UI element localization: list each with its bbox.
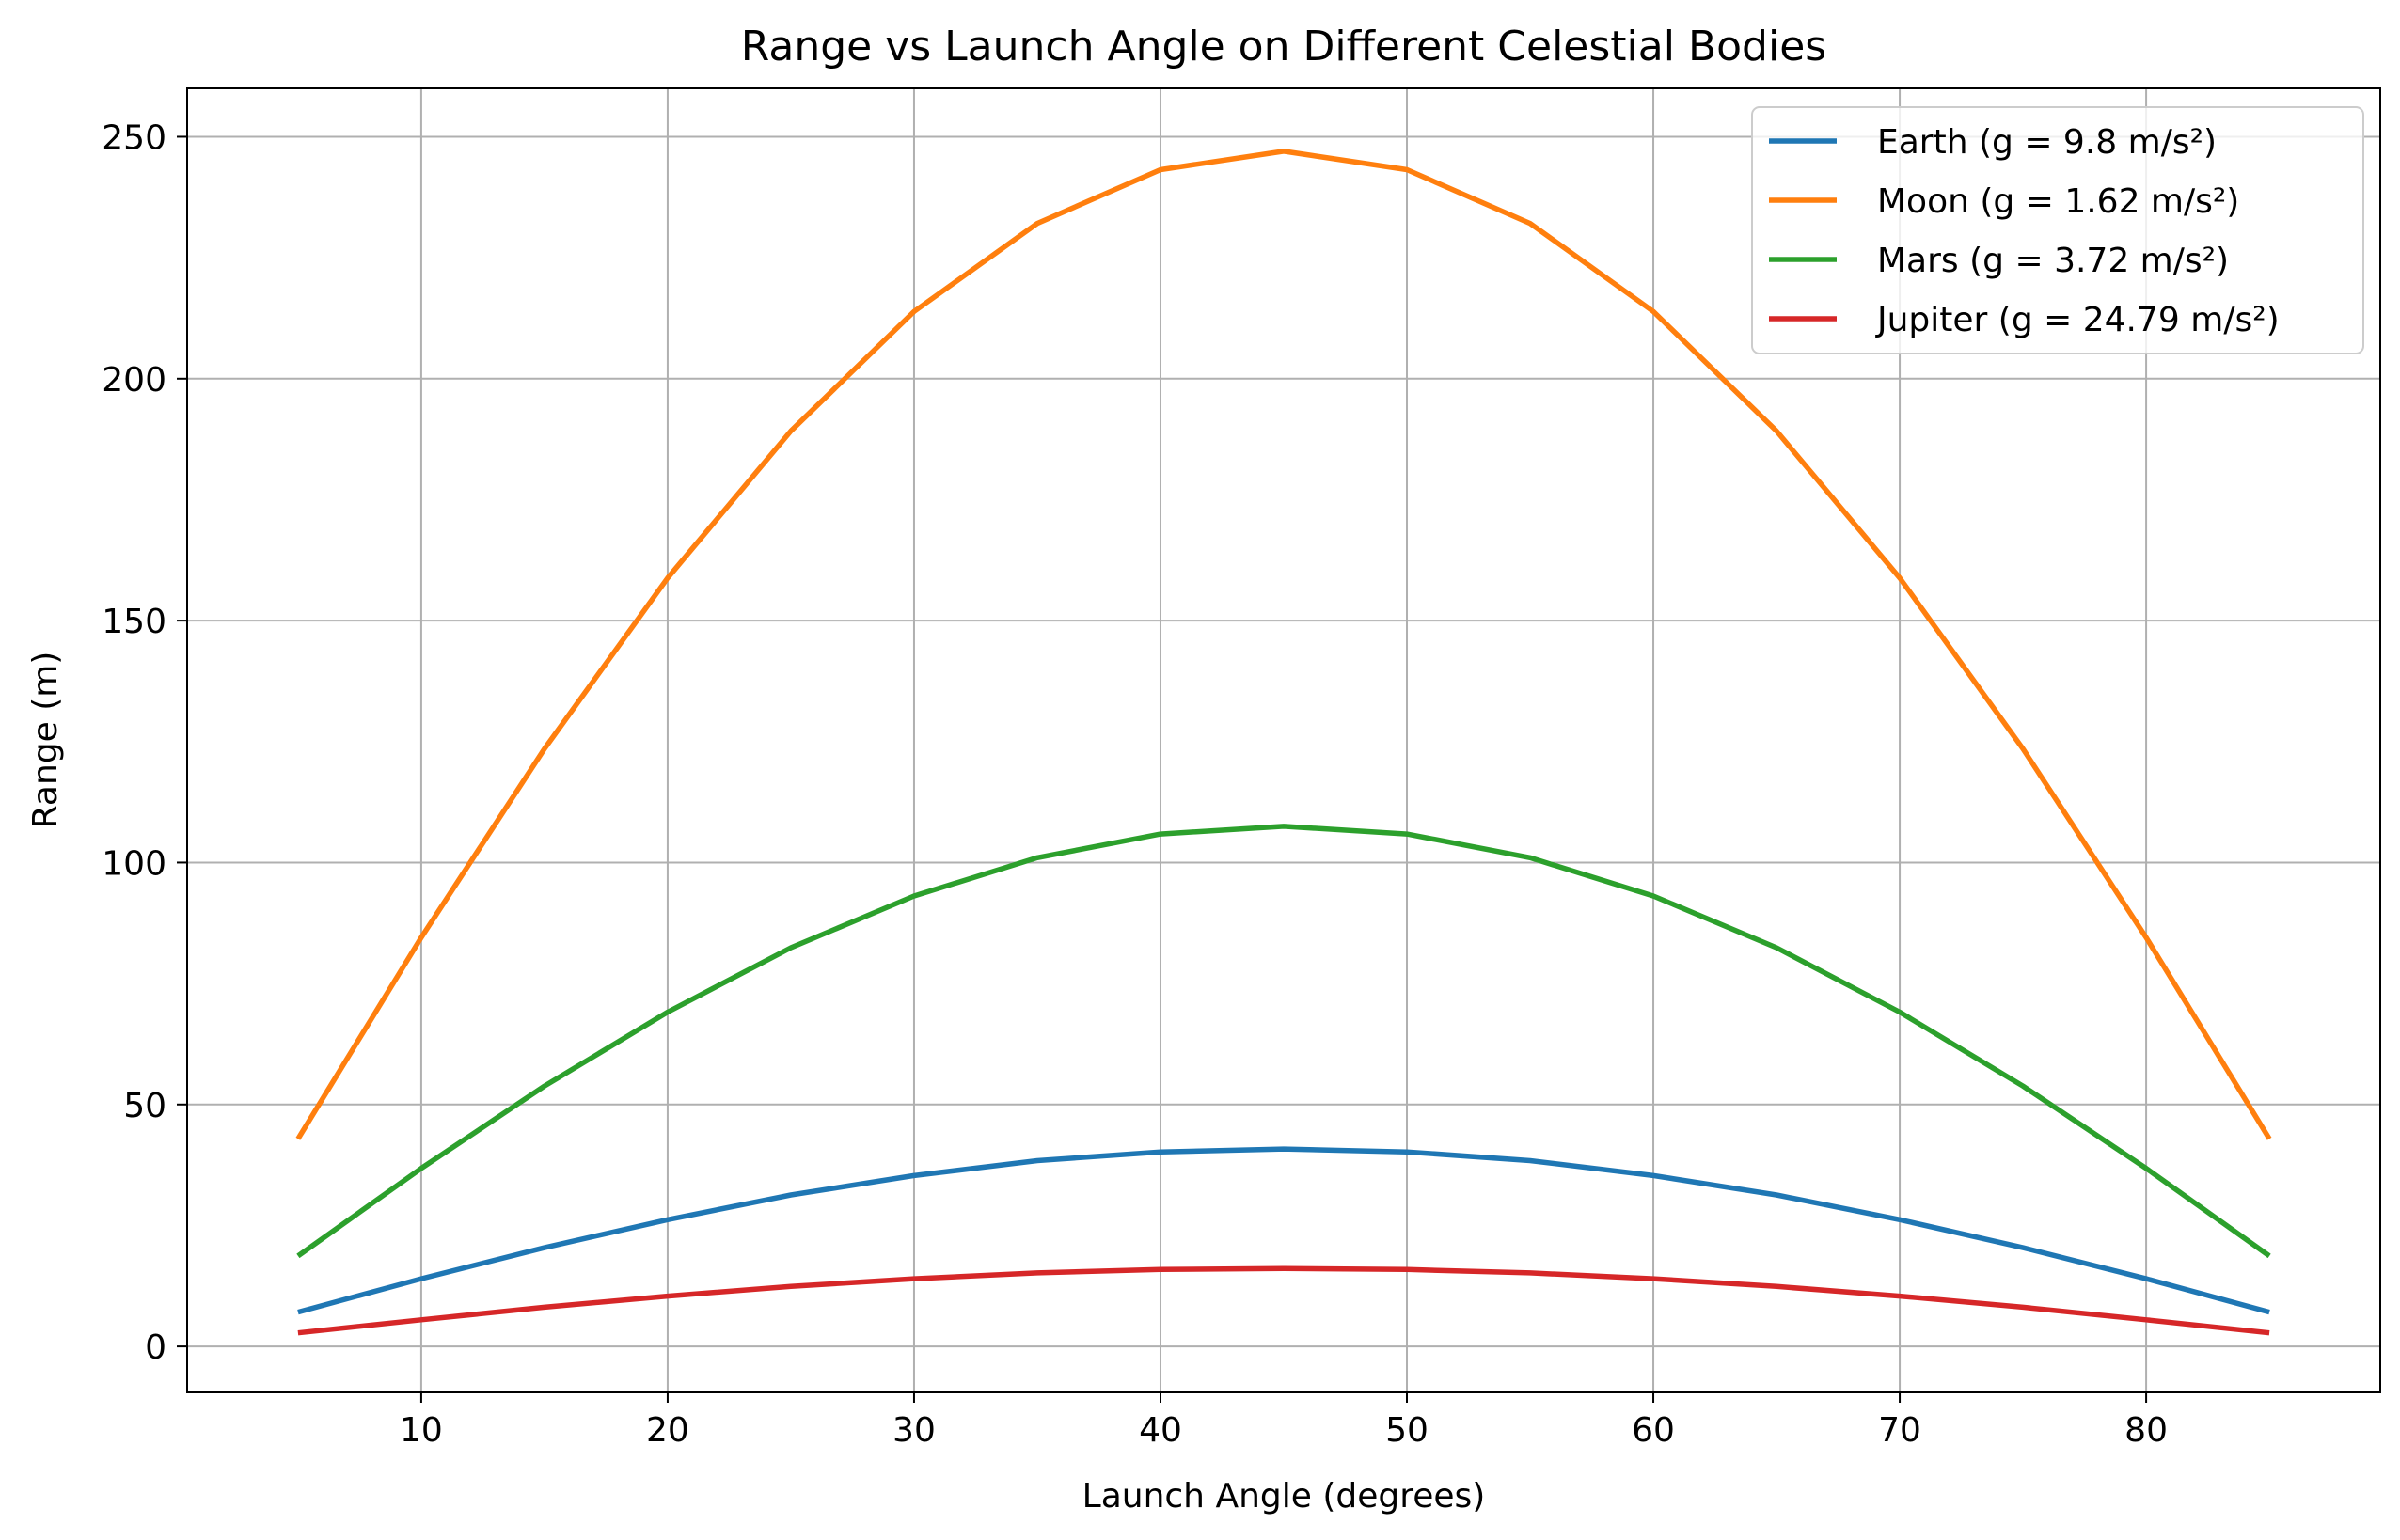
series-line-jupiter: [297, 1265, 2270, 1336]
x-tick-label: 40: [1139, 1411, 1182, 1450]
legend-label-earth: Earth (g = 9.8 m/s²): [1877, 123, 2217, 162]
gridlines: [187, 88, 2380, 1392]
legend-label-mars: Mars (g = 3.72 m/s²): [1877, 242, 2229, 280]
legend: Earth (g = 9.8 m/s²) Moon (g = 1.62 m/s²)…: [1751, 106, 2364, 354]
legend-box: [1751, 106, 2364, 354]
x-tick-label: 20: [646, 1411, 689, 1450]
x-tick-label: 60: [1632, 1411, 1675, 1450]
legend-label-moon: Moon (g = 1.62 m/s²): [1877, 182, 2239, 221]
x-tick-label: 10: [400, 1411, 443, 1450]
series-line-moon: [295, 149, 2272, 1140]
y-axis-label: Range (m): [26, 652, 65, 829]
x-tick-label: 30: [892, 1411, 936, 1450]
y-tick-label: 250: [102, 118, 166, 157]
x-tick-label: 50: [1385, 1411, 1429, 1450]
series-lines: [295, 149, 2272, 1336]
series-line-mars: [296, 824, 2271, 1259]
plot-area-frame: [186, 87, 2381, 1393]
y-tick-label: 0: [145, 1328, 166, 1367]
y-tick-label: 150: [102, 603, 166, 641]
axis-ticks: 10 20 30 40 50 60 70 80 0 50 100 150 200 250: [102, 118, 2168, 1450]
x-axis-label: Launch Angle (degrees): [1082, 1477, 1486, 1516]
x-tick-label: 80: [2124, 1411, 2168, 1450]
y-tick-label: 100: [102, 844, 166, 883]
x-tick-label: 70: [1878, 1411, 1921, 1450]
y-tick-label: 50: [123, 1087, 166, 1125]
legend-label-jupiter: Jupiter (g = 24.79 m/s²): [1875, 301, 2280, 339]
series-line-earth: [297, 1146, 2270, 1315]
y-tick-label: 200: [102, 361, 166, 400]
chart-title: Range vs Launch Angle on Different Celes…: [741, 23, 1826, 71]
